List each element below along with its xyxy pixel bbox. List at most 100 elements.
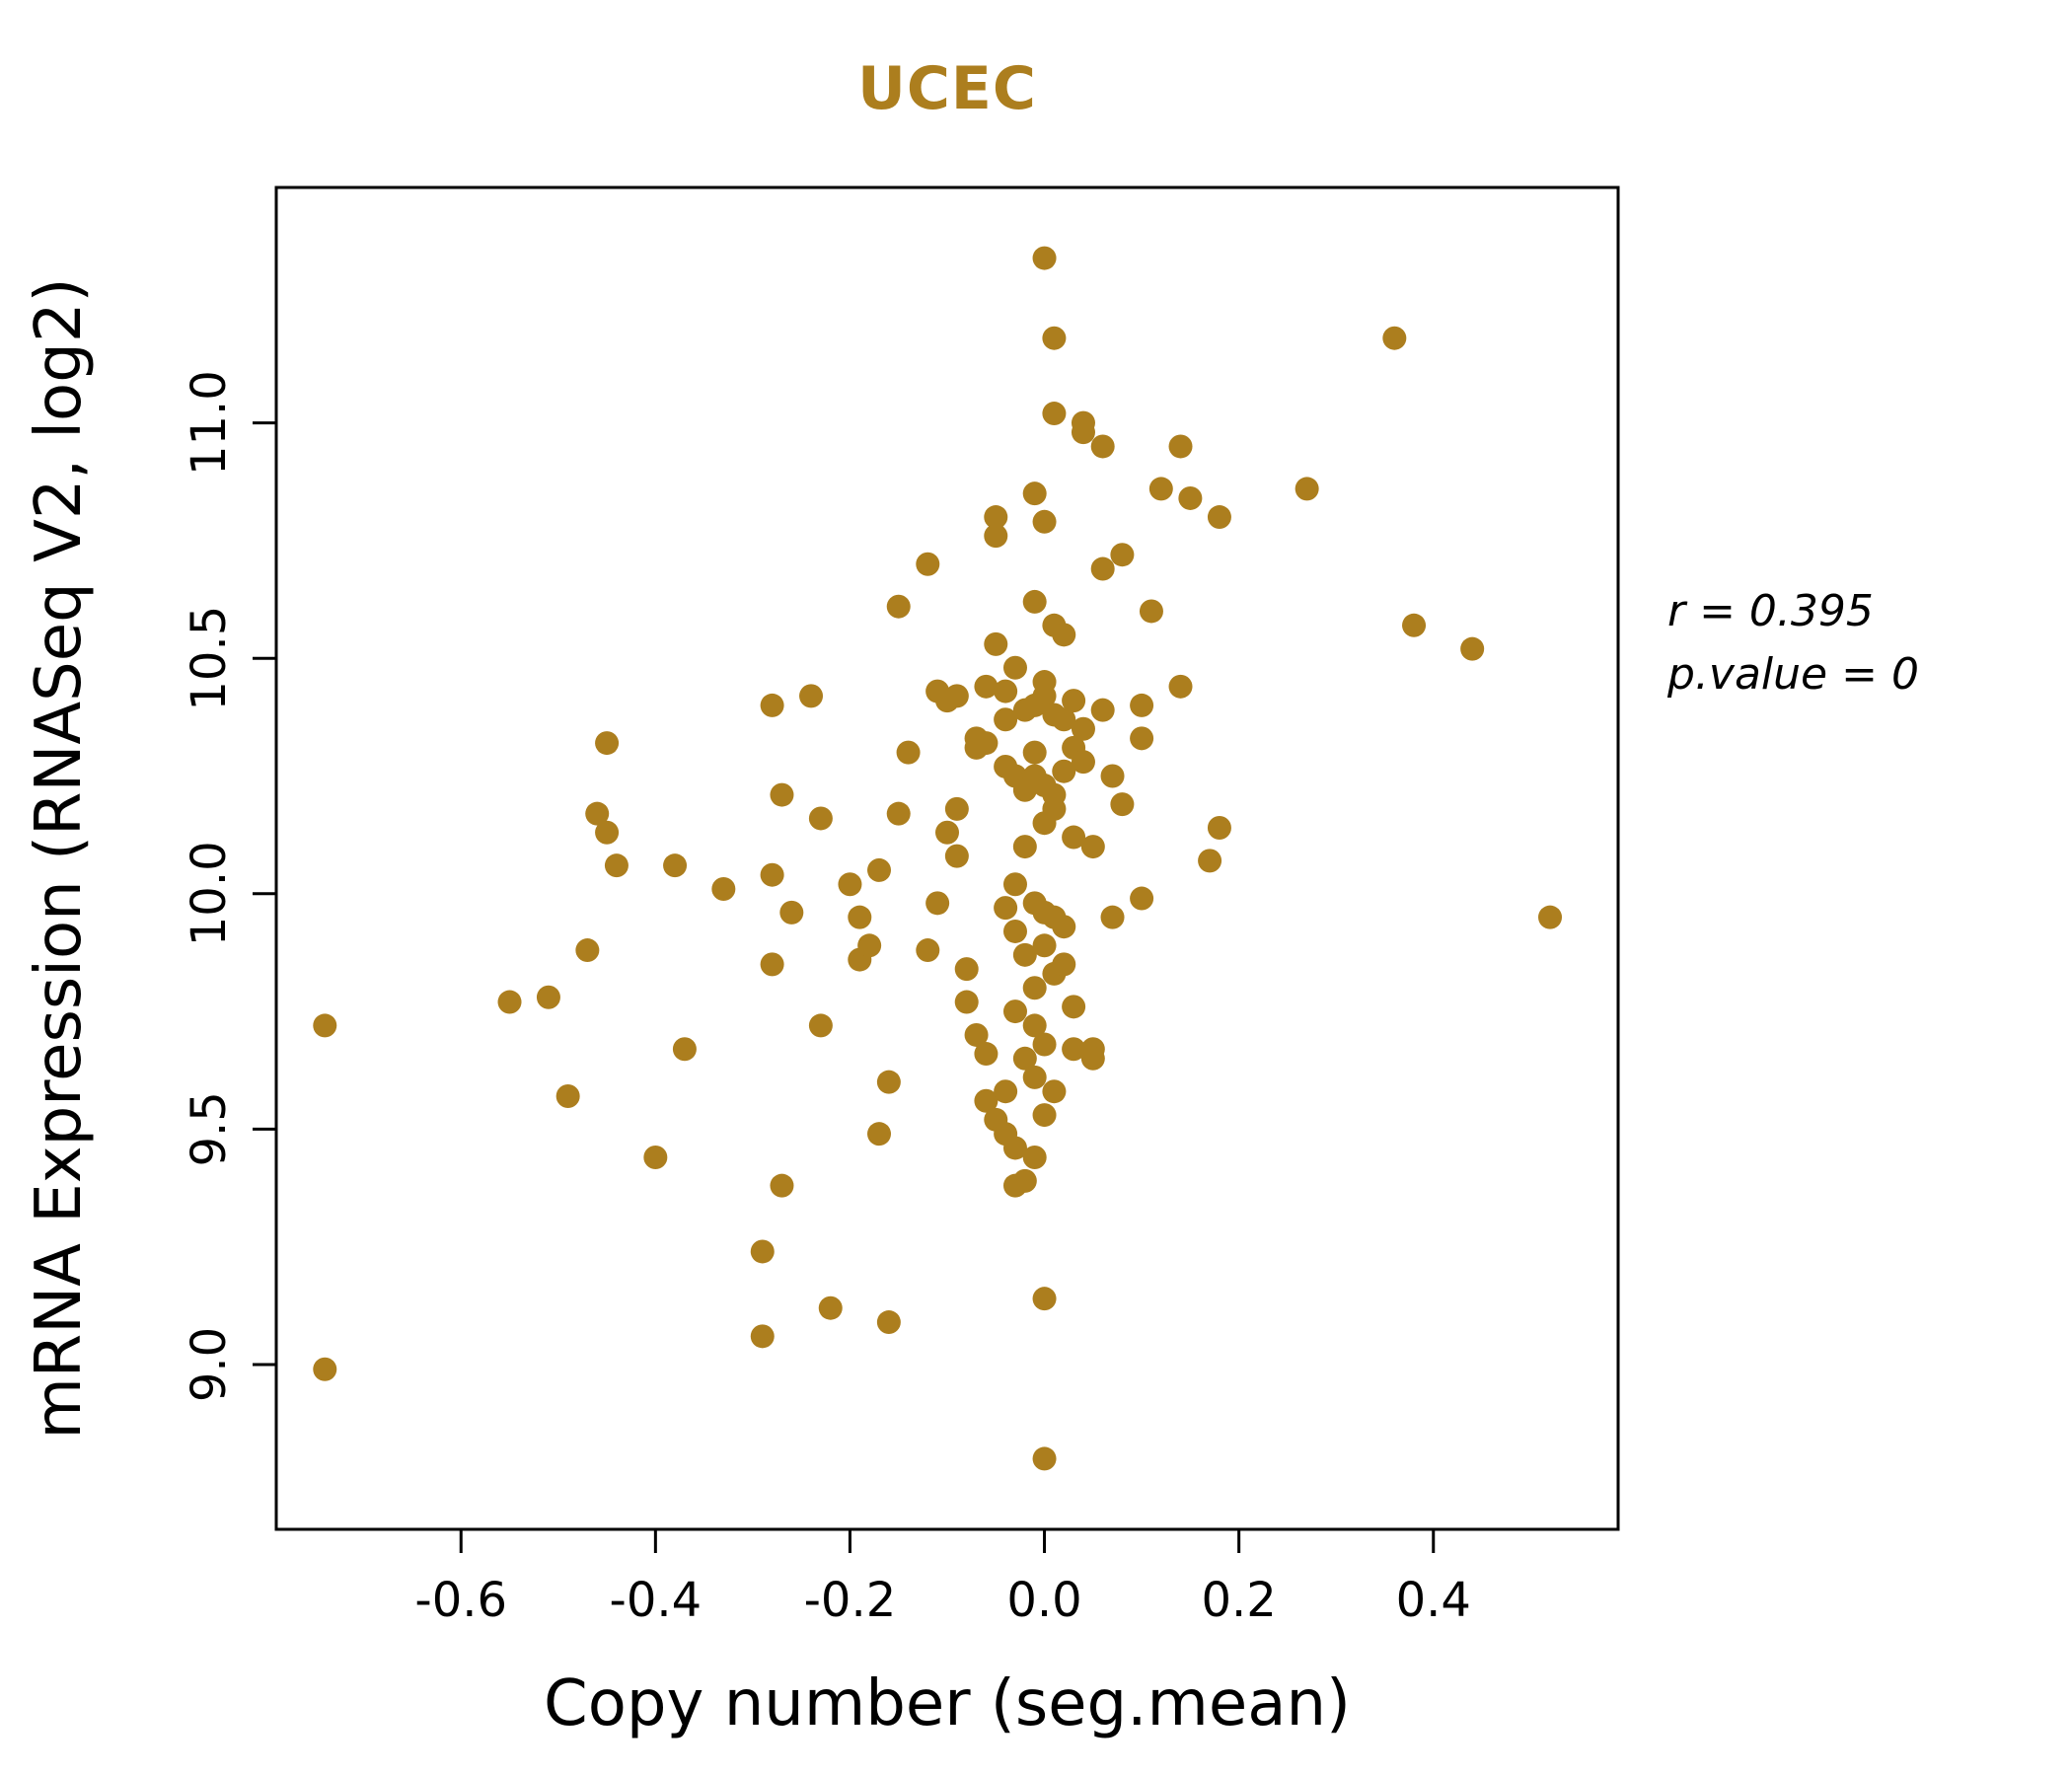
- data-point: [313, 1013, 337, 1038]
- data-point: [896, 740, 921, 765]
- data-point: [944, 796, 969, 821]
- data-point: [1207, 815, 1231, 840]
- data-point: [1022, 976, 1047, 1000]
- data-point: [1110, 792, 1135, 817]
- data-point: [818, 1295, 843, 1320]
- data-point: [848, 905, 872, 929]
- data-point: [799, 684, 824, 708]
- data-point: [1032, 509, 1057, 534]
- data-point: [750, 1324, 775, 1349]
- x-axis-label: Copy number (seg.mean): [544, 1667, 1351, 1740]
- data-point: [1130, 726, 1154, 751]
- chart-title: UCEC: [857, 54, 1037, 123]
- data-point: [1012, 1168, 1037, 1193]
- data-point: [1052, 952, 1076, 977]
- data-point: [838, 872, 862, 897]
- data-point: [867, 857, 892, 882]
- data-point: [1002, 999, 1027, 1024]
- data-point: [313, 1357, 337, 1381]
- data-point: [1382, 326, 1407, 350]
- data-point: [867, 1122, 892, 1147]
- data-point: [1460, 636, 1485, 661]
- data-point: [604, 853, 629, 878]
- data-point: [1022, 740, 1047, 765]
- data-point: [1090, 434, 1115, 459]
- data-point: [974, 1088, 999, 1113]
- data-point: [808, 806, 833, 831]
- data-point: [1032, 1032, 1057, 1057]
- data-point: [1090, 556, 1115, 581]
- x-axis-tick-label: 0.2: [1201, 1573, 1276, 1628]
- data-point: [857, 933, 882, 958]
- data-point: [1100, 905, 1125, 929]
- data-point: [1002, 1136, 1027, 1160]
- data-point: [663, 853, 688, 878]
- data-point: [886, 594, 911, 619]
- data-point: [944, 844, 969, 868]
- data-point: [1002, 872, 1027, 897]
- y-axis-tick-label: 11.0: [182, 370, 237, 476]
- data-point: [1012, 1046, 1037, 1071]
- data-point: [595, 820, 620, 845]
- data-point: [585, 801, 610, 826]
- y-axis-tick-label: 10.5: [182, 606, 237, 711]
- data-point: [984, 524, 1008, 549]
- data-point: [808, 1013, 833, 1038]
- data-point: [1538, 905, 1563, 929]
- data-point: [1100, 764, 1125, 788]
- plot-box: [274, 185, 1620, 1531]
- data-point: [1207, 505, 1231, 530]
- annotation-p-value: p.value = 0: [1667, 648, 1919, 700]
- data-point: [1402, 613, 1427, 637]
- data-point: [1178, 485, 1203, 510]
- data-point: [770, 782, 794, 807]
- data-point: [1022, 1065, 1047, 1089]
- data-point: [954, 957, 979, 982]
- data-point: [497, 990, 522, 1014]
- data-point: [994, 707, 1018, 732]
- data-point: [944, 684, 969, 708]
- data-point: [1090, 698, 1115, 722]
- data-point: [1295, 477, 1319, 501]
- data-point: [916, 938, 940, 963]
- data-point: [1002, 655, 1027, 680]
- data-point: [750, 1239, 775, 1264]
- data-point: [760, 693, 784, 717]
- data-point: [1032, 1446, 1057, 1471]
- data-point: [536, 985, 560, 1009]
- data-point: [916, 552, 940, 576]
- data-point: [1032, 246, 1057, 270]
- data-point: [555, 1083, 580, 1108]
- data-point: [595, 731, 620, 756]
- data-point: [994, 679, 1018, 703]
- data-point: [1130, 886, 1154, 911]
- data-point: [1022, 589, 1047, 614]
- data-point: [1080, 1046, 1105, 1071]
- data-point: [1052, 915, 1076, 939]
- data-point: [1148, 477, 1173, 501]
- data-point: [1062, 689, 1086, 713]
- data-point: [1032, 1103, 1057, 1128]
- data-point: [1062, 825, 1086, 850]
- data-point: [1042, 1079, 1067, 1104]
- data-point: [643, 1146, 668, 1170]
- data-point: [974, 674, 999, 699]
- x-axis-tick-label: -0.6: [414, 1573, 507, 1628]
- data-point: [1042, 402, 1067, 426]
- data-point: [760, 952, 784, 977]
- data-point: [1139, 599, 1163, 624]
- data-point: [964, 1022, 989, 1047]
- x-axis-tick-label: 0.0: [1006, 1573, 1081, 1628]
- data-point: [1032, 684, 1057, 708]
- data-point: [1032, 1287, 1057, 1311]
- data-point: [994, 896, 1018, 921]
- y-axis-tick-label: 9.0: [182, 1327, 237, 1402]
- x-axis-tick-label: 0.4: [1396, 1573, 1471, 1628]
- data-point: [1052, 623, 1076, 647]
- data-point: [1071, 420, 1095, 445]
- data-point: [1110, 543, 1135, 567]
- y-axis-label: mRNA Expression (RNASeq V2, log2): [23, 277, 96, 1440]
- data-point: [1022, 1146, 1047, 1170]
- data-point: [1071, 750, 1095, 775]
